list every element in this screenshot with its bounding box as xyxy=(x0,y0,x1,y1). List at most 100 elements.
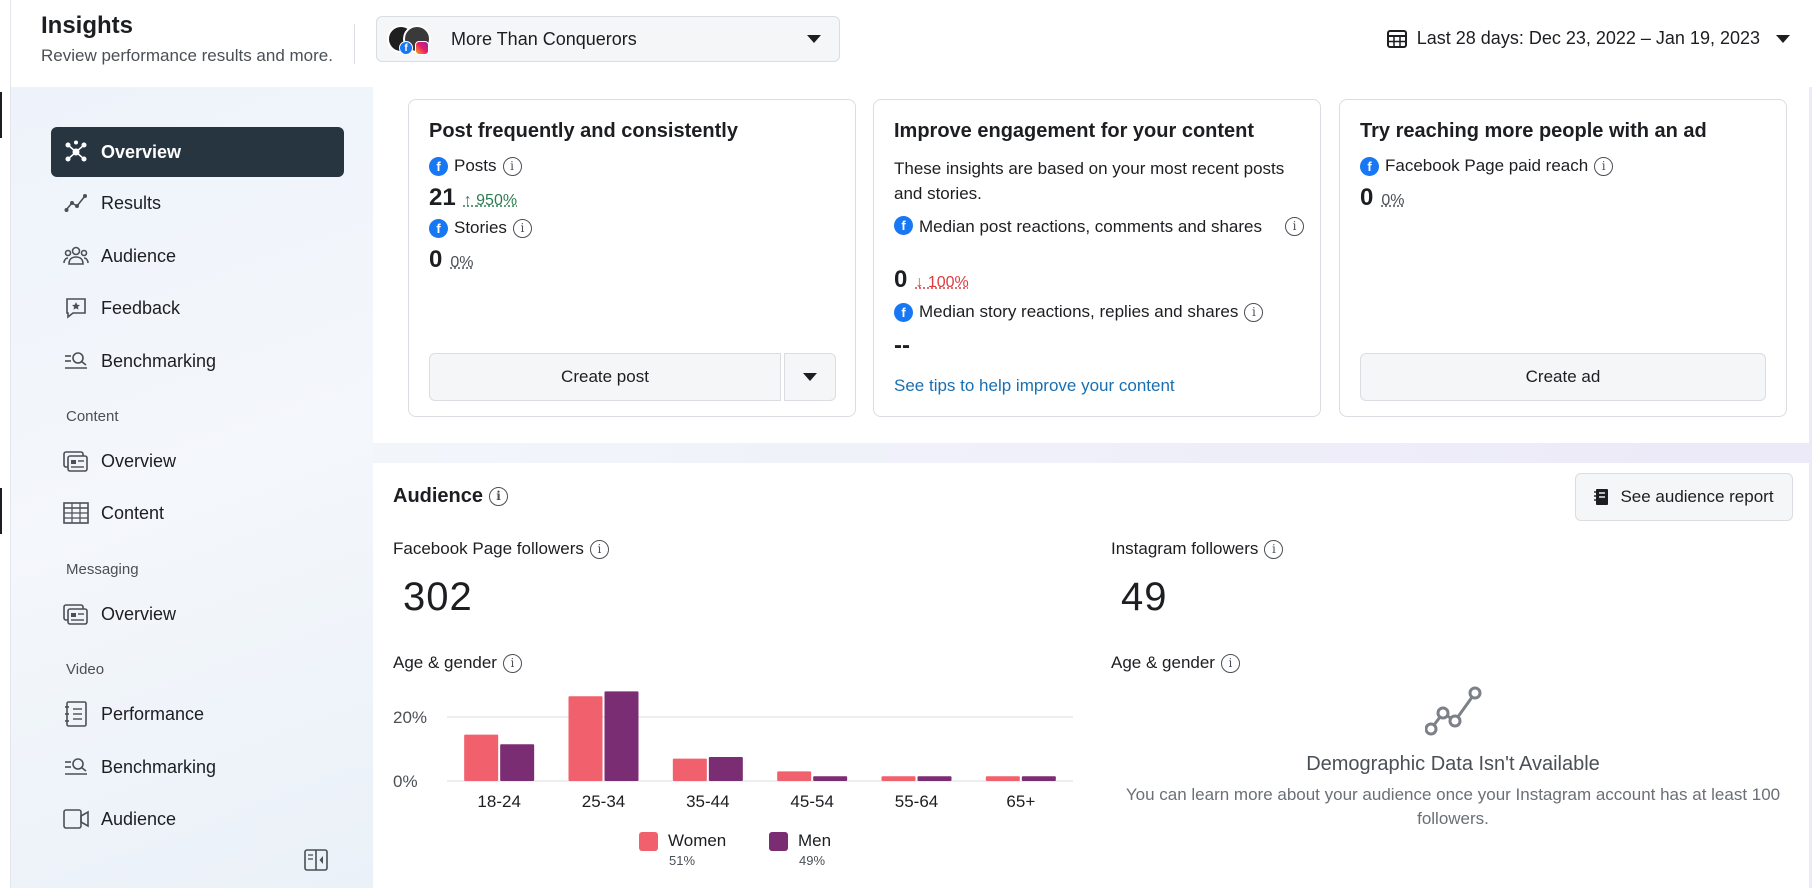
info-icon[interactable]: i xyxy=(489,487,508,506)
account-name: More Than Conquerors xyxy=(451,29,807,50)
info-icon[interactable]: i xyxy=(1285,217,1304,236)
card-title: Post frequently and consistently xyxy=(429,120,738,143)
median-story-value: -- xyxy=(894,332,910,360)
sidebar-item-video-benchmarking[interactable]: Benchmarking xyxy=(51,742,344,792)
page-title: Insights xyxy=(41,12,133,40)
bar-men-55-64 xyxy=(918,776,952,781)
y-tick-label: 0% xyxy=(393,772,418,791)
ig-followers-value: 49 xyxy=(1121,575,1168,620)
collapse-sidebar-icon[interactable] xyxy=(304,849,328,871)
sidebar-item-messaging-overview[interactable]: Overview xyxy=(51,589,344,639)
facebook-badge-icon: f xyxy=(399,41,413,55)
x-tick-label: 55-64 xyxy=(895,792,938,811)
x-tick-label: 45-54 xyxy=(790,792,833,811)
info-icon[interactable]: i xyxy=(503,157,522,176)
chevron-down-icon xyxy=(807,35,821,43)
median-post-delta: ↓ 100% xyxy=(915,274,968,292)
calendar-icon xyxy=(1387,29,1407,49)
ig-age-gender-text: Age & gender xyxy=(1111,653,1215,673)
bar-men-18-24 xyxy=(500,744,534,781)
facebook-icon: f xyxy=(894,303,913,322)
sidebar-item-benchmarking[interactable]: Benchmarking xyxy=(51,336,344,386)
sidebar-item-results[interactable]: Results xyxy=(51,178,344,228)
demographic-unavailable-icon xyxy=(1425,685,1489,737)
sidebar-item-content[interactable]: Content xyxy=(51,488,344,538)
sidebar-item-label: Benchmarking xyxy=(101,351,216,372)
card-title: Improve engagement for your content xyxy=(894,120,1254,143)
info-icon[interactable]: i xyxy=(590,540,609,559)
sidebar-item-label: Overview xyxy=(101,142,181,163)
demographic-unavailable-text: You can learn more about your audience o… xyxy=(1113,783,1793,831)
info-icon[interactable]: i xyxy=(1264,540,1283,559)
posts-delta: ↑ 950% xyxy=(464,192,517,210)
edge-marker xyxy=(0,488,2,534)
stories-value: 0 0% xyxy=(429,246,473,274)
see-audience-report-button[interactable]: See audience report xyxy=(1575,473,1793,521)
bar-women-25-34 xyxy=(569,696,603,781)
info-icon[interactable]: i xyxy=(1594,157,1613,176)
age-gender-text: Age & gender xyxy=(393,653,497,673)
video-camera-icon xyxy=(63,806,89,832)
edge-marker xyxy=(0,92,2,138)
median-post-text: Median post reactions, comments and shar… xyxy=(919,214,1279,239)
sidebar-item-audience[interactable]: Audience xyxy=(51,231,344,281)
sidebar-item-feedback[interactable]: Feedback xyxy=(51,283,344,333)
median-story-label: f Median story reactions, replies and sh… xyxy=(894,302,1263,322)
card-title: Try reaching more people with an ad xyxy=(1360,120,1707,143)
instagram-badge-icon xyxy=(415,41,429,55)
main-content: Post frequently and consistently f Posts… xyxy=(373,87,1812,888)
stories-delta: 0% xyxy=(450,254,473,272)
bar-men-45-54 xyxy=(813,776,847,781)
sidebar-item-label: Benchmarking xyxy=(101,757,216,778)
info-icon[interactable]: i xyxy=(503,654,522,673)
legend-label-men: Men xyxy=(798,831,831,851)
chevron-down-icon xyxy=(803,373,817,381)
info-icon[interactable]: i xyxy=(1244,303,1263,322)
x-tick-label: 35-44 xyxy=(686,792,729,811)
create-post-dropdown-button[interactable] xyxy=(784,353,836,401)
sidebar-item-video-performance[interactable]: Performance xyxy=(51,689,344,739)
legend-women: Women 51% xyxy=(639,831,726,868)
sidebar-item-video-audience[interactable]: Audience xyxy=(51,794,344,844)
median-post-value: 0 ↓ 100% xyxy=(894,266,969,294)
create-post-button[interactable]: Create post xyxy=(429,353,781,401)
posts-metric-label: f Posts i xyxy=(429,156,522,176)
facebook-icon: f xyxy=(894,216,913,235)
page-header: Insights Review performance results and … xyxy=(11,0,1812,87)
account-avatars: f xyxy=(387,23,437,55)
overview-card-icon xyxy=(63,601,89,627)
age-gender-label: Age & gender i xyxy=(393,653,522,673)
account-selector[interactable]: f More Than Conquerors xyxy=(376,16,840,62)
fb-followers-value: 302 xyxy=(403,575,473,620)
content-table-icon xyxy=(63,500,89,526)
facebook-icon: f xyxy=(1360,157,1379,176)
overview-hub-icon xyxy=(63,139,89,165)
info-icon[interactable]: i xyxy=(513,219,532,238)
facebook-icon: f xyxy=(429,219,448,238)
create-ad-button[interactable]: Create ad xyxy=(1360,353,1766,401)
tips-link[interactable]: See tips to help improve your content xyxy=(894,376,1175,396)
sidebar-item-overview[interactable]: Overview xyxy=(51,127,344,177)
facebook-icon: f xyxy=(429,157,448,176)
date-range-picker[interactable]: Last 28 days: Dec 23, 2022 – Jan 19, 202… xyxy=(1387,28,1790,49)
sidebar-item-label: Results xyxy=(101,193,161,214)
sidebar-section-messaging: Messaging xyxy=(66,561,139,578)
bar-women-18-24 xyxy=(464,735,498,781)
info-icon[interactable]: i xyxy=(1221,654,1240,673)
engagement-description: These insights are based on your most re… xyxy=(894,156,1294,206)
fb-followers-text: Facebook Page followers xyxy=(393,539,584,559)
sidebar-item-content-overview[interactable]: Overview xyxy=(51,436,344,486)
legend-men: Men 49% xyxy=(769,831,831,868)
sidebar-item-label: Overview xyxy=(101,451,176,472)
header-divider xyxy=(354,24,355,64)
date-range-label: Last 28 days: Dec 23, 2022 – Jan 19, 202… xyxy=(1417,28,1760,49)
bar-men-65+ xyxy=(1022,776,1056,781)
demographic-unavailable-title: Demographic Data Isn't Available xyxy=(1113,753,1793,776)
paid-reach-count: 0 xyxy=(1360,184,1373,212)
left-edge-strip xyxy=(0,0,11,888)
paid-reach-delta: 0% xyxy=(1381,192,1404,210)
overview-card-icon xyxy=(63,448,89,474)
benchmarking-search-icon xyxy=(63,348,89,374)
sidebar-item-label: Content xyxy=(101,503,164,524)
post-frequency-card: Post frequently and consistently f Posts… xyxy=(408,99,856,417)
